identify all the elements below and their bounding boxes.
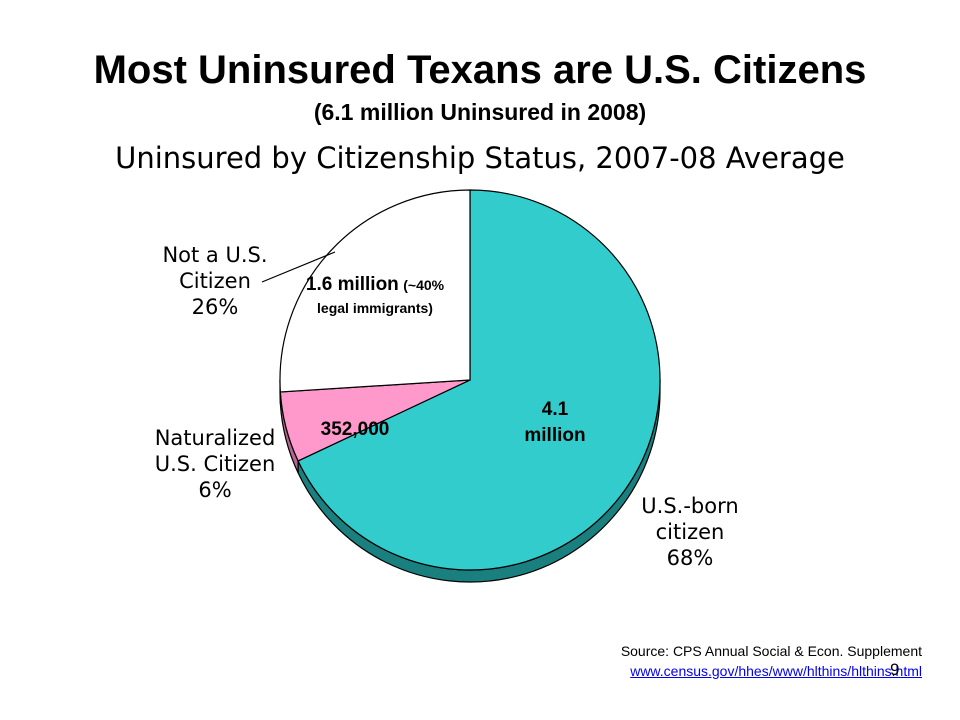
label-not-citizen-line2: Citizen [179,269,251,293]
label-us-born-line1: U.S.-born [641,494,739,518]
label-naturalized-pct: 6% [198,478,232,502]
label-not-citizen-pct: 26% [191,295,239,319]
us-born-count: 4.1 million [500,397,610,449]
naturalized-count: 352,000 [320,419,390,440]
leader-line-not-citizen [261,251,336,283]
not-citizen-count-main: 1.6 million [305,274,399,295]
not-citizen-count: 1.6 million (~40% legal immigrants) [280,272,470,317]
label-naturalized: Naturalized U.S. Citizen 6% [145,425,285,503]
pie-slice-not-a-u-s-citizen [279,189,471,393]
not-citizen-count-note2: legal immigrants) [317,300,433,316]
us-born-count-line2: million [524,425,586,446]
pie-slice-u-s-born-citizen [297,189,661,571]
label-not-citizen-line1: Not a U.S. [162,243,268,267]
label-not-citizen: Not a U.S. Citizen 26% [150,242,280,320]
label-naturalized-line1: Naturalized [154,426,276,450]
slide-title: Most Uninsured Texans are U.S. Citizens [93,48,867,92]
label-naturalized-line2: U.S. Citizen [154,452,276,476]
page-number: 9 [890,660,900,679]
us-born-count-line1: 4.1 [541,399,569,420]
label-us-born: U.S.-born citizen 68% [625,493,755,571]
source-link[interactable]: www.census.gov/hhes/www/hlthins/hlthins.… [630,663,922,679]
source-note: Source: CPS Annual Social & Econ. Supple… [621,641,922,681]
source-text: Source: CPS Annual Social & Econ. Supple… [620,643,922,659]
label-us-born-pct: 68% [666,546,714,570]
chart-title: Uninsured by Citizenship Status, 2007-08… [115,141,845,175]
label-us-born-line2: citizen [655,520,725,544]
not-citizen-count-note1: (~40% [403,277,445,293]
slide-subtitle: (6.1 million Uninsured in 2008) [313,99,647,125]
